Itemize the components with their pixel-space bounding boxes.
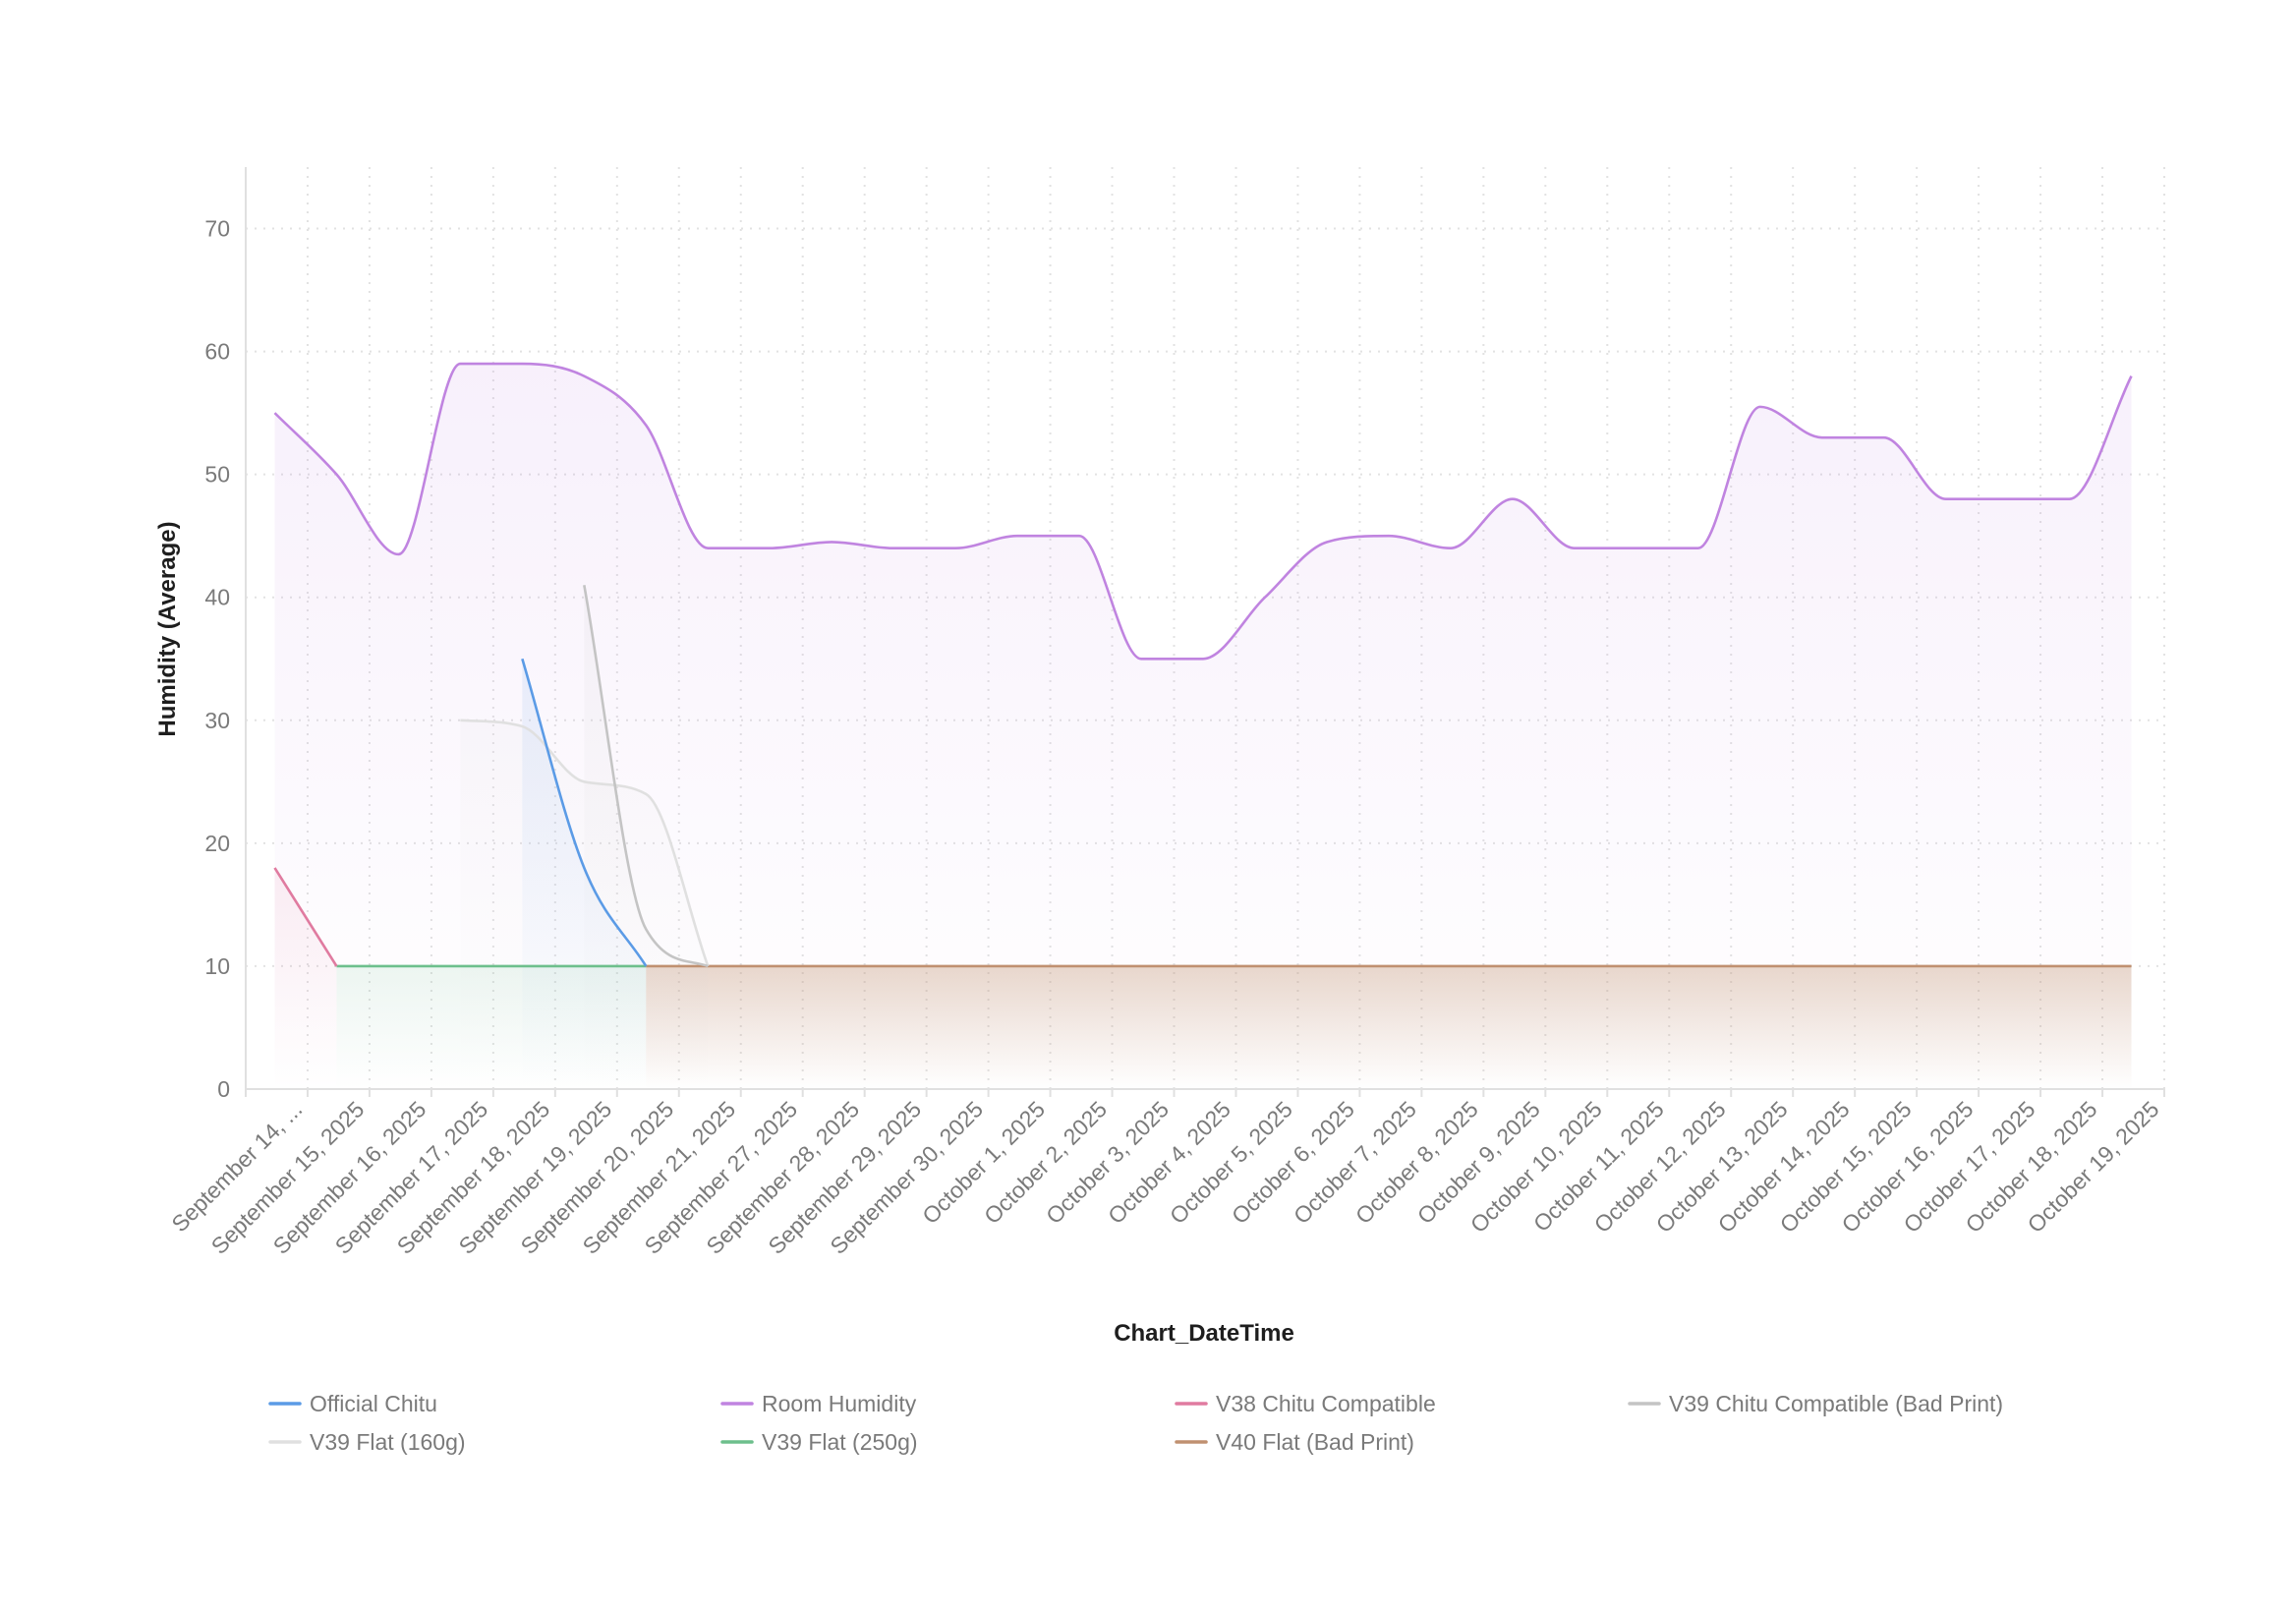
series-areas <box>274 364 2132 1089</box>
area-v40-flat-bad-print <box>646 965 2132 1089</box>
x-axis-ticks: September 14, ...September 15, 2025Septe… <box>166 1089 2165 1259</box>
y-tick-label: 20 <box>204 831 230 856</box>
legend-label: V39 Chitu Compatible (Bad Print) <box>1669 1391 2003 1416</box>
line-official-chitu <box>521 658 648 967</box>
legend-item-v38-chitu-compatible[interactable]: V38 Chitu Compatible <box>1175 1391 1436 1416</box>
y-tick-label: 60 <box>204 339 230 365</box>
legend-item-v39-flat-160g[interactable]: V39 Flat (160g) <box>268 1429 466 1455</box>
legend-label: V38 Chitu Compatible <box>1216 1391 1436 1416</box>
legend-label: V39 Flat (160g) <box>310 1429 466 1455</box>
line-v38-chitu-compatible <box>273 867 338 967</box>
y-tick-label: 30 <box>204 708 230 733</box>
legend-item-official-chitu[interactable]: Official Chitu <box>268 1391 437 1416</box>
legend-label: Official Chitu <box>310 1391 437 1416</box>
y-tick-label: 50 <box>204 462 230 488</box>
axes <box>245 167 2164 1095</box>
y-tick-label: 70 <box>204 216 230 242</box>
legend-item-room-humidity[interactable]: Room Humidity <box>720 1391 917 1416</box>
legend: Official Chitu Room Humidity V38 Chitu Com… <box>268 1391 2003 1455</box>
legend-label: V39 Flat (250g) <box>762 1429 918 1455</box>
legend-item-v40-flat-bad-print[interactable]: V40 Flat (Bad Print) <box>1175 1429 1414 1455</box>
line-room-humidity <box>273 362 2133 661</box>
legend-item-v39-chitu-compatible-bad-print[interactable]: V39 Chitu Compatible (Bad Print) <box>1628 1391 2003 1416</box>
area-v38-chitu-compatible <box>274 867 337 1089</box>
y-axis-ticks: 0 10 20 30 40 50 60 70 <box>204 216 230 1102</box>
series-lines <box>273 362 2133 968</box>
y-tick-label: 40 <box>204 585 230 610</box>
area-official-chitu <box>522 659 647 1089</box>
legend-label: Room Humidity <box>762 1391 917 1416</box>
area-room-humidity <box>274 364 2132 1089</box>
x-axis-title: Chart_DateTime <box>1114 1320 1294 1347</box>
y-tick-label: 0 <box>217 1076 230 1102</box>
line-v39-chitu-compatible-bad-print <box>583 584 709 968</box>
legend-label: V40 Flat (Bad Print) <box>1216 1429 1414 1455</box>
line-v39-flat-160g <box>460 719 710 967</box>
legend-item-v39-flat-250g[interactable]: V39 Flat (250g) <box>720 1429 918 1455</box>
y-tick-label: 10 <box>204 953 230 979</box>
y-axis-title: Humidity (Average) <box>154 521 181 736</box>
